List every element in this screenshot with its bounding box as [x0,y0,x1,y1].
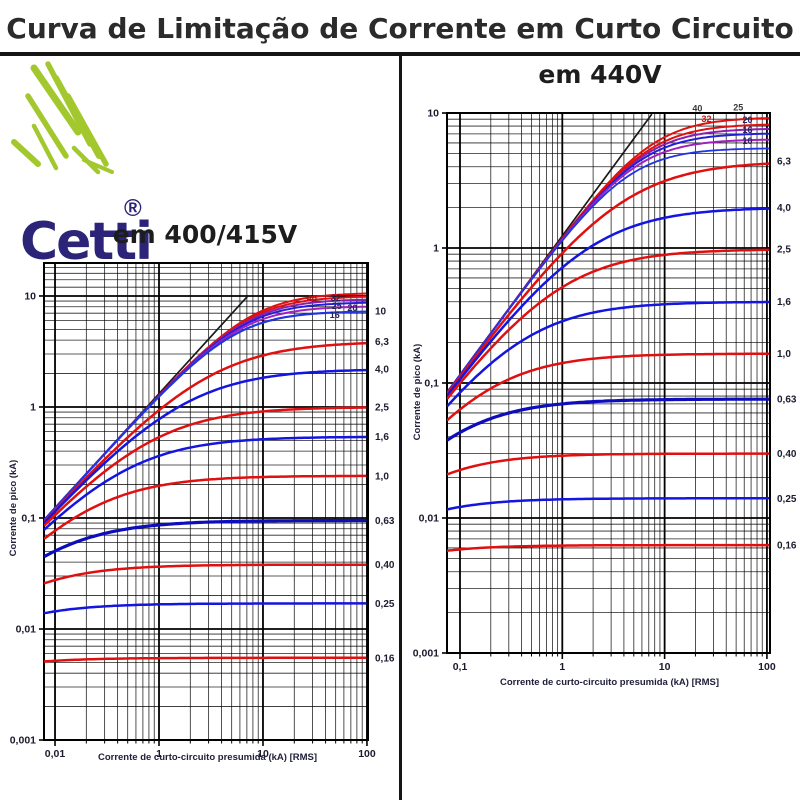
curve-40 [447,117,770,394]
curve-label-32: 32 [702,114,712,124]
curve-label-1,0: 1,0 [777,349,791,360]
logo-registered-mark: ® [124,195,142,222]
curve-label-2,5: 2,5 [777,245,791,256]
y-tick-0,01: 0,01 [419,513,440,525]
curve-4,0 [447,207,770,397]
tick-labels: 0,01 1 10 100 10 1 0,1 0,01 0,001 [10,290,376,760]
y-tick-10: 10 [24,290,36,302]
curve-2,5 [447,248,770,400]
curve-0,40 [447,452,770,476]
curve-label-16: 16 [742,125,752,135]
page-title: Curva de Limitação de Corrente em Curto … [6,12,794,45]
curve-1,6 [447,300,770,408]
grid [447,112,770,654]
curve-label-1,6: 1,6 [777,297,791,308]
curve-4,0 [44,368,367,524]
curve-label-32: 32 [331,293,341,303]
y-tick-0,001: 0,001 [413,648,439,660]
curve-label-0,63: 0,63 [777,395,797,406]
curve-label-6,3: 6,3 [777,157,791,168]
x-tick-10: 10 [659,661,671,673]
x-tick-100: 100 [758,661,776,673]
y-tick-0,01: 0,01 [16,623,37,635]
curve-label-0,40: 0,40 [777,449,797,460]
curve-label-6,3: 6,3 [375,337,389,348]
curve-label-0,16: 0,16 [375,653,395,664]
section-divider [399,56,402,800]
logo: ® Cetti [4,60,184,272]
x-tick-100: 100 [358,748,376,760]
curve-label-1,0: 1,0 [375,471,389,482]
curve-label-0,25: 0,25 [375,599,395,610]
curve-10 [44,310,367,521]
curve-label-40: 40 [692,103,702,113]
x-tick-1: 1 [156,748,162,760]
x-tick-0,1: 0,1 [453,661,468,673]
chart-heading-440v: em 440V [538,60,662,89]
y-tick-0,001: 0,001 [10,735,36,747]
curve-16 [44,305,367,521]
curve-0,63 [44,518,367,559]
curve-label-10: 10 [375,307,387,318]
curve-label-20: 20 [347,303,357,313]
curve-1,0 [447,352,770,422]
x-tick-0,01: 0,01 [45,748,66,760]
curve-label-0,25: 0,25 [777,494,797,505]
curve-0,25 [44,602,367,615]
curve-label-4,0: 4,0 [777,203,791,214]
plot-border [446,112,771,654]
curve-0,40 [44,563,367,585]
curve-label-25: 25 [733,102,743,112]
y-axis-label-left: Corrente de pico (kA) [8,459,19,557]
curve-0,16 [447,543,770,552]
curve-6,3 [44,341,367,523]
y-axis-label-right: Corrente de pico (kA) [412,343,423,441]
curve-label-0,16: 0,16 [777,541,797,552]
curve-label-1,6: 1,6 [375,432,389,443]
curve-1,0 [44,474,367,540]
curve-label-40: 40 [307,294,317,304]
curve-2,5 [44,406,367,527]
curve-0,16 [44,656,367,663]
x-axis-label-right: Corrente de curto-circuito presumida (kA… [499,677,720,688]
curve-32 [447,123,770,394]
chart-heading-400-415v: em 400/415V [112,220,298,249]
curve-0,63 [447,397,770,442]
curve-label-20: 20 [742,115,752,125]
curve-label-4,0: 4,0 [375,364,389,375]
x-tick-1: 1 [559,661,565,673]
x-tick-10: 10 [257,748,269,760]
curve-label-10: 10 [742,136,752,146]
curve-1,6 [44,435,367,531]
curve-label-2,5: 2,5 [375,402,389,413]
curve-label-0,63: 0,63 [375,516,395,527]
plot-border [43,262,369,741]
curve-label-25: 25 [332,301,342,311]
x-axis-label-left: Corrente de curto-circuito presumida (kA… [97,752,318,763]
curve-label-16: 16 [330,310,340,320]
plot-lines [44,292,367,663]
logo-scribble-icon [11,61,114,175]
y-tick-10: 10 [427,108,439,120]
tick-labels: 0,1 1 10 100 10 1 0,1 0,01 0,001 [413,108,776,674]
curve-0,25 [447,497,770,511]
curve-10 [447,147,770,394]
curve-6,3 [447,162,770,396]
curve-label-0,40: 0,40 [375,560,395,571]
grid [44,263,368,741]
y-tick-0,1: 0,1 [424,378,439,390]
y-tick-1: 1 [30,401,36,413]
y-tick-0,1: 0,1 [21,512,36,524]
title-underline [0,52,800,56]
y-tick-1: 1 [433,243,439,255]
curve-20 [44,301,367,521]
plot-lines [447,113,770,552]
curve-25 [44,298,367,521]
